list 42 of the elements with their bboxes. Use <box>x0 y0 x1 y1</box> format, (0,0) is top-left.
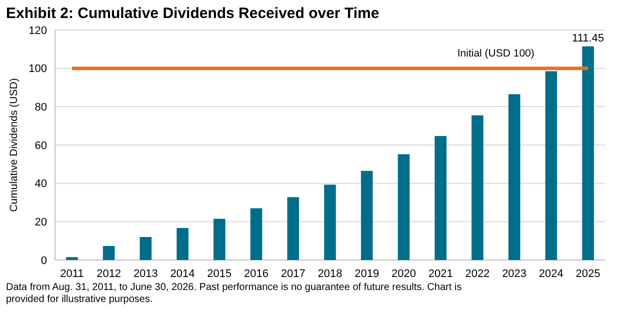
bar <box>176 228 188 260</box>
bar <box>250 208 262 260</box>
bar <box>508 94 520 260</box>
x-tick-label: 2019 <box>354 268 380 280</box>
x-tick-label: 2014 <box>170 268 195 280</box>
bar <box>214 218 226 260</box>
chart-title: Exhibit 2: Cumulative Dividends Received over Time <box>6 5 380 22</box>
y-axis-title: Cumulative Dividends (USD) <box>8 78 20 212</box>
y-tick-label: 100 <box>28 63 47 76</box>
bar <box>287 197 300 260</box>
x-tick-label: 2015 <box>207 268 232 280</box>
y-tick-label: 80 <box>34 102 47 114</box>
x-tick-label: 2012 <box>96 268 122 280</box>
x-tick-label: 2021 <box>428 268 453 280</box>
x-tick-label: 2023 <box>502 268 527 280</box>
y-tick-label: 40 <box>34 178 47 190</box>
bar <box>398 154 410 260</box>
x-tick-label: 2016 <box>244 268 269 280</box>
bar <box>472 115 484 260</box>
data-label: 111.45 <box>572 32 604 44</box>
bar <box>324 184 336 260</box>
bar <box>582 46 594 260</box>
bar <box>545 71 558 260</box>
y-tick-label: 60 <box>34 140 47 152</box>
x-tick-label: 2013 <box>133 268 158 280</box>
y-tick-label: 0 <box>40 254 47 267</box>
x-tick-label: 2018 <box>318 268 342 280</box>
x-tick-label: 2020 <box>391 268 416 280</box>
y-tick-label: 20 <box>34 216 47 229</box>
bar <box>102 246 115 260</box>
bar <box>360 170 373 260</box>
bar <box>140 237 152 260</box>
x-tick-label: 2024 <box>538 268 564 280</box>
x-tick-label: 2017 <box>280 268 306 280</box>
x-tick-label: 2011 <box>60 268 84 280</box>
x-tick-label: 2025 <box>576 268 600 280</box>
bar <box>434 136 446 260</box>
bar <box>66 257 78 260</box>
x-tick-label: 2022 <box>465 268 490 280</box>
ref-line-label: Initial (USD 100) <box>457 47 534 60</box>
text: Data from Aug. 31, 2011, to June 30, 2026. Past performance is no guarantee of future results. Chart is provided for illustrative purposes. <box>6 282 462 305</box>
y-tick-label: 120 <box>28 24 47 37</box>
